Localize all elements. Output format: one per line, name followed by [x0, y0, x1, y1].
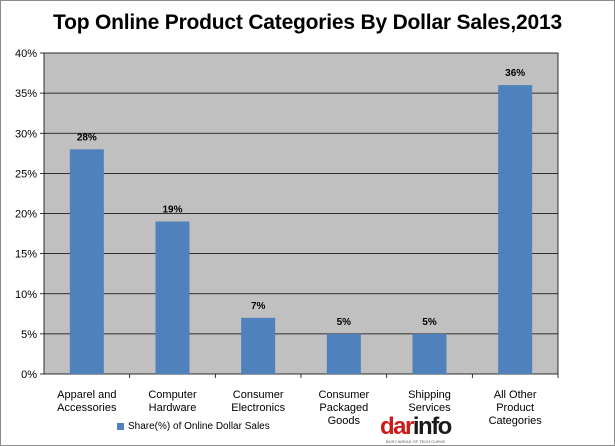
bar — [412, 333, 447, 374]
category-label: Apparel and Accessories — [57, 389, 117, 414]
category-label: Consumer Electronics — [231, 389, 285, 414]
data-label: 28% — [77, 132, 97, 143]
y-tick-label: 15% — [15, 249, 37, 261]
category-label: Shipping Services — [408, 389, 451, 414]
data-label: 5% — [422, 317, 437, 328]
legend-label: Share(%) of Online Dollar Sales — [128, 421, 270, 432]
bar — [69, 149, 104, 374]
logo-text-part1: dar — [380, 413, 414, 440]
site-logo-watermark: darinfo BUSY AHEAD OF TECH CURVE — [380, 413, 452, 444]
chart-title: Top Online Product Categories By Dollar … — [53, 11, 562, 34]
category-label: All Other Product Categories — [489, 389, 543, 427]
y-tick-label: 35% — [15, 88, 37, 100]
bar — [155, 221, 190, 374]
logo-text-part2: info — [412, 413, 452, 440]
y-tick-label: 10% — [15, 289, 37, 301]
y-tick-label: 40% — [15, 48, 37, 60]
data-label: 19% — [162, 205, 182, 216]
bar — [326, 333, 361, 374]
legend-swatch — [117, 423, 124, 430]
y-tick-label: 20% — [15, 209, 37, 221]
bar — [241, 317, 276, 374]
data-label: 36% — [505, 68, 525, 79]
logo-tagline: BUSY AHEAD OF TECH CURVE — [386, 439, 446, 444]
y-tick-label: 0% — [21, 369, 37, 381]
category-label: Computer Hardware — [148, 389, 197, 414]
y-tick-label: 25% — [15, 168, 37, 180]
bar — [498, 85, 533, 374]
data-label: 5% — [337, 317, 352, 328]
y-tick-label: 30% — [15, 128, 37, 140]
chart-legend: Share(%) of Online Dollar Sales — [117, 421, 270, 432]
y-tick-label: 5% — [21, 329, 37, 341]
category-label: Consumer Packaged Goods — [318, 389, 369, 427]
data-label: 7% — [251, 301, 266, 312]
